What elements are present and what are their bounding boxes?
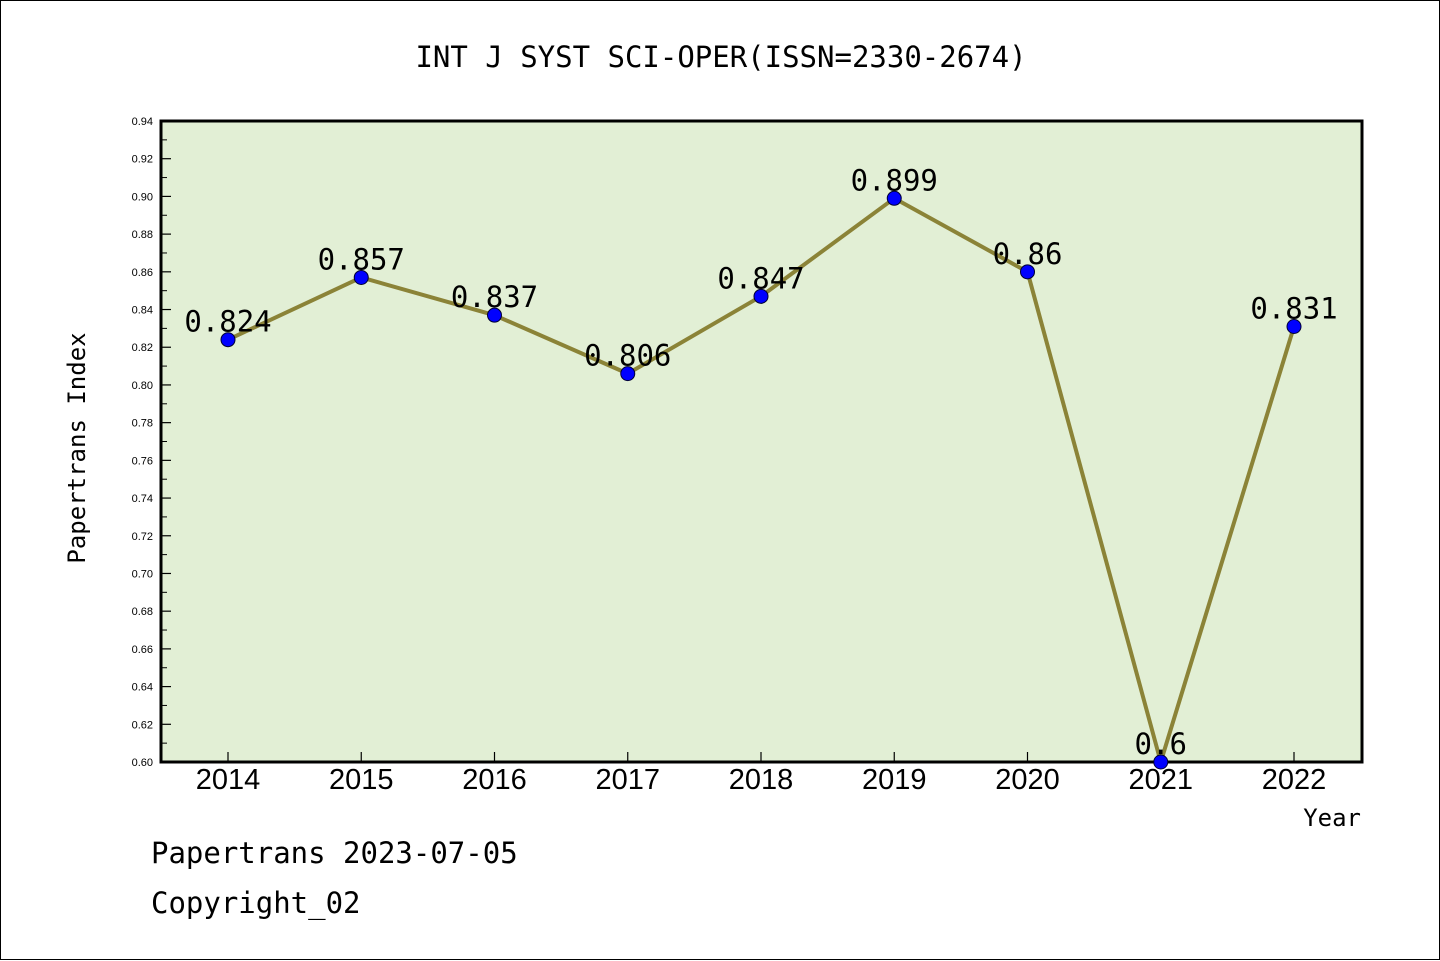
y-tick-label: 0.90	[132, 191, 153, 203]
y-tick-label: 0.76	[132, 455, 153, 467]
y-tick-label: 0.78	[132, 418, 153, 430]
data-point	[353, 269, 369, 285]
footer-copyright: Copyright_02	[151, 886, 361, 920]
data-points	[220, 190, 1302, 770]
data-label: 0.847	[717, 261, 804, 295]
data-point	[487, 307, 502, 323]
y-tick-label: 0.86	[132, 267, 153, 279]
y-tick-label: 0.68	[132, 606, 153, 618]
x-tick-label: 2015	[329, 764, 394, 796]
y-tick-label: 0.62	[132, 719, 153, 731]
data-label: 0.6	[1135, 727, 1187, 761]
y-tick-label: 0.94	[132, 116, 153, 128]
footer-date: Papertrans 2023-07-05	[151, 836, 518, 870]
data-point	[620, 366, 636, 382]
x-tick-label: 2017	[595, 764, 660, 796]
x-tick-label: 2016	[462, 764, 527, 796]
y-tick-label: 0.84	[132, 305, 153, 317]
x-tick-label: 2022	[1262, 764, 1327, 796]
data-label: 0.857	[318, 242, 405, 276]
data-label: 0.899	[851, 163, 938, 197]
x-axis-label: Year	[1303, 804, 1361, 832]
y-tick-label: 0.66	[132, 644, 153, 656]
x-tick-label: 2020	[995, 764, 1060, 796]
data-label: 0.824	[184, 305, 271, 339]
x-tick-label: 2014	[196, 764, 261, 796]
data-label: 0.837	[451, 280, 538, 314]
data-labels: 0.824 0.857 0.837 0.806 0.847 0.899 0.86 0.6 0.8…	[184, 163, 1337, 761]
data-label: 0.806	[584, 339, 671, 373]
data-point	[220, 332, 236, 348]
data-label: 0.86	[993, 237, 1063, 271]
x-tick-label: 2019	[862, 764, 927, 796]
data-point	[1153, 754, 1169, 770]
y-tick-label: 0.70	[132, 568, 153, 580]
y-axis-label: Papertrans Index	[63, 332, 91, 563]
y-tick-label: 0.82	[132, 342, 153, 354]
data-label: 0.831	[1250, 291, 1337, 325]
data-point	[1286, 318, 1302, 334]
x-axis: 2014 2015 2016 2017 2018 2019 2020 2021 2022	[196, 752, 1327, 796]
x-tick-label: 2018	[729, 764, 794, 796]
plot-area	[159, 119, 1364, 764]
y-tick-label: 0.60	[132, 757, 153, 769]
y-tick-label: 0.92	[132, 154, 153, 166]
chart-title: INT J SYST SCI-OPER(ISSN=2330-2674)	[415, 40, 1026, 74]
data-point	[886, 190, 902, 206]
y-tick-label: 0.72	[132, 531, 153, 543]
data-point	[1020, 264, 1035, 280]
y-tick-label: 0.74	[132, 493, 153, 505]
y-axis: 0.60 0.62 0.64 0.66 0.68 0.70 0.72 0.74 0.76 0.78…	[132, 116, 171, 769]
y-tick-label: 0.64	[132, 682, 153, 694]
y-tick-label: 0.80	[132, 380, 153, 392]
data-point	[753, 288, 769, 304]
y-tick-label: 0.88	[132, 229, 153, 241]
